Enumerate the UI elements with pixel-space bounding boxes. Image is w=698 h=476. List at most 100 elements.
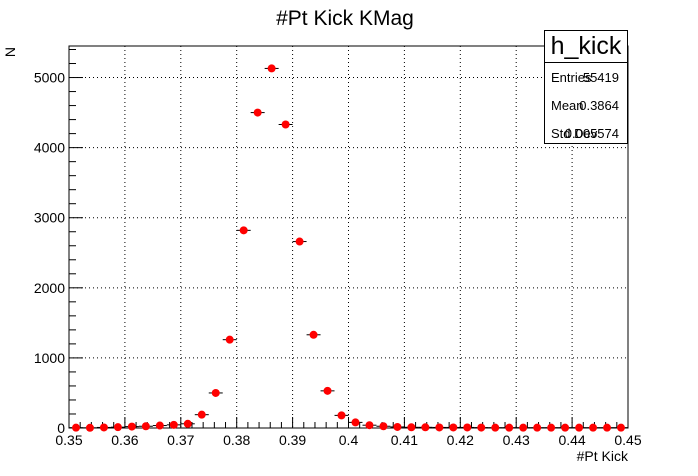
- data-point: [516, 423, 531, 432]
- y-tick-label: 4000: [34, 140, 65, 156]
- marker: [281, 120, 290, 129]
- x-tick-label: 0.42: [447, 432, 474, 448]
- marker: [239, 226, 248, 235]
- data-point: [82, 423, 97, 432]
- data-point: [306, 330, 321, 339]
- stats-title: h_kick: [545, 31, 627, 63]
- data-point: [600, 423, 615, 432]
- marker: [323, 386, 332, 395]
- y-axis-label: N: [2, 47, 18, 57]
- stats-std-label: Std Dev: [551, 126, 598, 141]
- x-tick-label: 0.43: [503, 432, 530, 448]
- marker: [113, 423, 122, 432]
- data-point: [208, 388, 223, 397]
- data-point: [180, 419, 195, 428]
- tick-labels: 0.35 0.36 0.37 0.38 0.39 0.4 0.41 0.42 0.43 0.44 0…: [34, 70, 642, 448]
- x-tick-label: 0.35: [55, 432, 82, 448]
- chart-title: #Pt Kick KMag: [276, 7, 414, 30]
- marker: [603, 423, 612, 432]
- data-point: [376, 422, 391, 431]
- data-point: [390, 422, 405, 431]
- marker: [533, 423, 542, 432]
- y-tick-label: 2000: [34, 280, 65, 296]
- x-tick-label: 0.45: [614, 432, 641, 448]
- marker: [337, 411, 346, 420]
- marker: [197, 410, 206, 419]
- data-point: [222, 335, 237, 344]
- data-point: [166, 420, 181, 429]
- data-point: [362, 421, 377, 430]
- data-point: [460, 423, 475, 432]
- data-point: [292, 237, 307, 246]
- marker: [169, 420, 178, 429]
- marker: [477, 423, 486, 432]
- marker: [505, 423, 514, 432]
- marker: [491, 423, 500, 432]
- marker: [155, 421, 164, 430]
- marker: [225, 335, 234, 344]
- data-point: [446, 423, 461, 432]
- data-point: [264, 64, 279, 73]
- marker: [365, 421, 374, 430]
- stats-mean-row: Mean 0.3864: [545, 91, 627, 119]
- data-point: [138, 422, 153, 431]
- marker: [407, 423, 416, 432]
- data-point: [320, 386, 335, 395]
- marker: [421, 423, 430, 432]
- marker: [463, 423, 472, 432]
- x-tick-label: 0.39: [279, 432, 306, 448]
- marker: [589, 423, 598, 432]
- data-point: [404, 423, 419, 432]
- x-axis-label: #Pt Kick: [577, 448, 629, 464]
- x-tick-label: 0.37: [167, 432, 194, 448]
- data-point: [530, 423, 545, 432]
- marker: [435, 423, 444, 432]
- stats-mean-label: Mean: [551, 98, 584, 113]
- data-point: [418, 423, 433, 432]
- stats-entries-row: Entries 55419: [545, 63, 627, 91]
- stats-entries-value: 55419: [582, 70, 619, 85]
- data-point: [69, 423, 83, 432]
- stats-mean-value: 0.3864: [579, 98, 619, 113]
- data-point: [558, 423, 573, 432]
- data-point: [278, 120, 293, 129]
- data-point: [572, 423, 587, 432]
- data-points: [69, 64, 628, 432]
- marker: [99, 423, 108, 432]
- x-tick-label: 0.4: [339, 432, 359, 448]
- marker: [379, 422, 388, 431]
- marker: [127, 422, 136, 431]
- data-point: [586, 423, 601, 432]
- stats-box: h_kick Entries 55419 Mean 0.3864 Std Dev…: [544, 30, 628, 144]
- data-point: [334, 411, 349, 420]
- stats-std-value: 0.005574: [564, 126, 619, 141]
- marker: [617, 423, 626, 432]
- marker: [575, 423, 584, 432]
- marker: [393, 422, 402, 431]
- y-tick-label: 3000: [34, 210, 65, 226]
- marker: [449, 423, 458, 432]
- marker: [267, 64, 276, 73]
- data-point: [124, 422, 139, 431]
- data-point: [96, 423, 111, 432]
- marker: [547, 423, 556, 432]
- data-point: [432, 423, 447, 432]
- marker: [561, 423, 570, 432]
- data-point: [250, 108, 265, 117]
- y-tick-label: 0: [57, 420, 65, 436]
- x-tick-label: 0.38: [223, 432, 250, 448]
- marker: [309, 330, 318, 339]
- data-point: [194, 410, 209, 419]
- marker: [295, 237, 304, 246]
- marker: [71, 423, 80, 432]
- stats-entries-label: Entries: [551, 70, 592, 85]
- marker: [211, 388, 220, 397]
- data-point: [474, 423, 489, 432]
- data-point: [488, 423, 503, 432]
- marker: [253, 108, 262, 117]
- data-point: [110, 423, 125, 432]
- x-tick-label: 0.44: [558, 432, 585, 448]
- x-tick-label: 0.41: [391, 432, 418, 448]
- marker: [351, 418, 360, 427]
- data-point: [348, 418, 363, 427]
